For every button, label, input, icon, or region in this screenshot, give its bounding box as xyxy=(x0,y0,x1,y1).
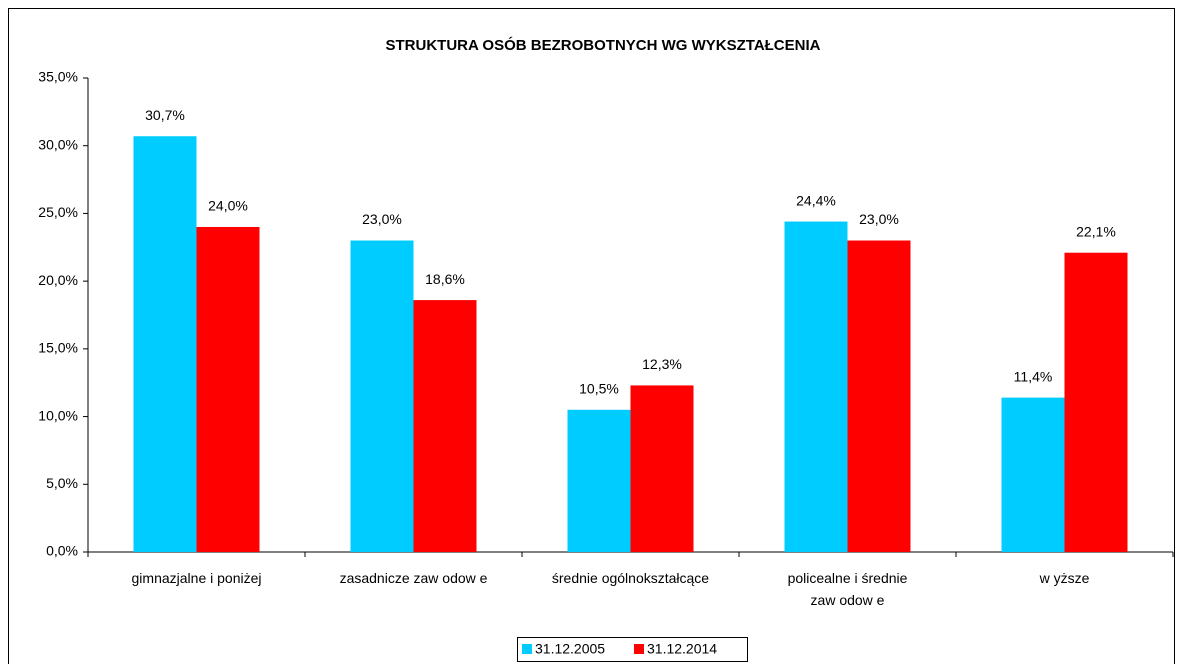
y-tick-label: 30,0% xyxy=(38,136,78,152)
x-tick-label: zasadnicze zaw odow e xyxy=(339,570,488,586)
y-tick-label: 5,0% xyxy=(46,475,78,491)
legend-swatch xyxy=(522,644,532,654)
legend-label: 31.12.2005 xyxy=(535,641,605,657)
x-tick-label: gimnazjalne i poniżej xyxy=(131,570,262,586)
legend-label: 31.12.2014 xyxy=(647,641,717,657)
value-label: 30,7% xyxy=(145,107,185,123)
bar xyxy=(133,136,197,552)
bar xyxy=(196,226,260,552)
bar xyxy=(1064,252,1128,552)
bar xyxy=(630,385,694,552)
value-label: 23,0% xyxy=(859,211,899,227)
y-tick-label: 10,0% xyxy=(38,407,78,423)
bar xyxy=(350,240,414,552)
bar xyxy=(567,409,631,552)
bar xyxy=(413,300,477,552)
y-tick-label: 0,0% xyxy=(46,543,78,559)
y-tick-label: 20,0% xyxy=(38,272,78,288)
value-label: 11,4% xyxy=(1014,368,1053,384)
value-label: 23,0% xyxy=(362,211,402,227)
chart-border xyxy=(8,8,1175,664)
value-label: 24,4% xyxy=(796,192,836,208)
x-tick-label: policealne i średnie zaw odow e xyxy=(787,570,908,608)
value-label: 12,3% xyxy=(642,356,682,372)
legend-swatch xyxy=(634,644,644,654)
value-label: 10,5% xyxy=(579,381,619,397)
value-label: 18,6% xyxy=(425,271,465,287)
chart-title: STRUKTURA OSÓB BEZROBOTNYCH WG WYKSZTAŁC… xyxy=(386,36,821,54)
bar xyxy=(1001,397,1065,552)
y-tick-label: 35,0% xyxy=(38,69,78,85)
legend-box xyxy=(517,637,748,662)
bar xyxy=(784,221,848,552)
y-tick-label: 15,0% xyxy=(38,340,78,356)
value-label: 22,1% xyxy=(1076,223,1116,239)
bar xyxy=(847,240,911,552)
y-tick-label: 25,0% xyxy=(38,204,78,220)
x-tick-label: średnie ogólnokształcące xyxy=(551,570,710,586)
value-label: 24,0% xyxy=(208,198,248,214)
x-tick-label: w yższe xyxy=(1039,570,1090,586)
